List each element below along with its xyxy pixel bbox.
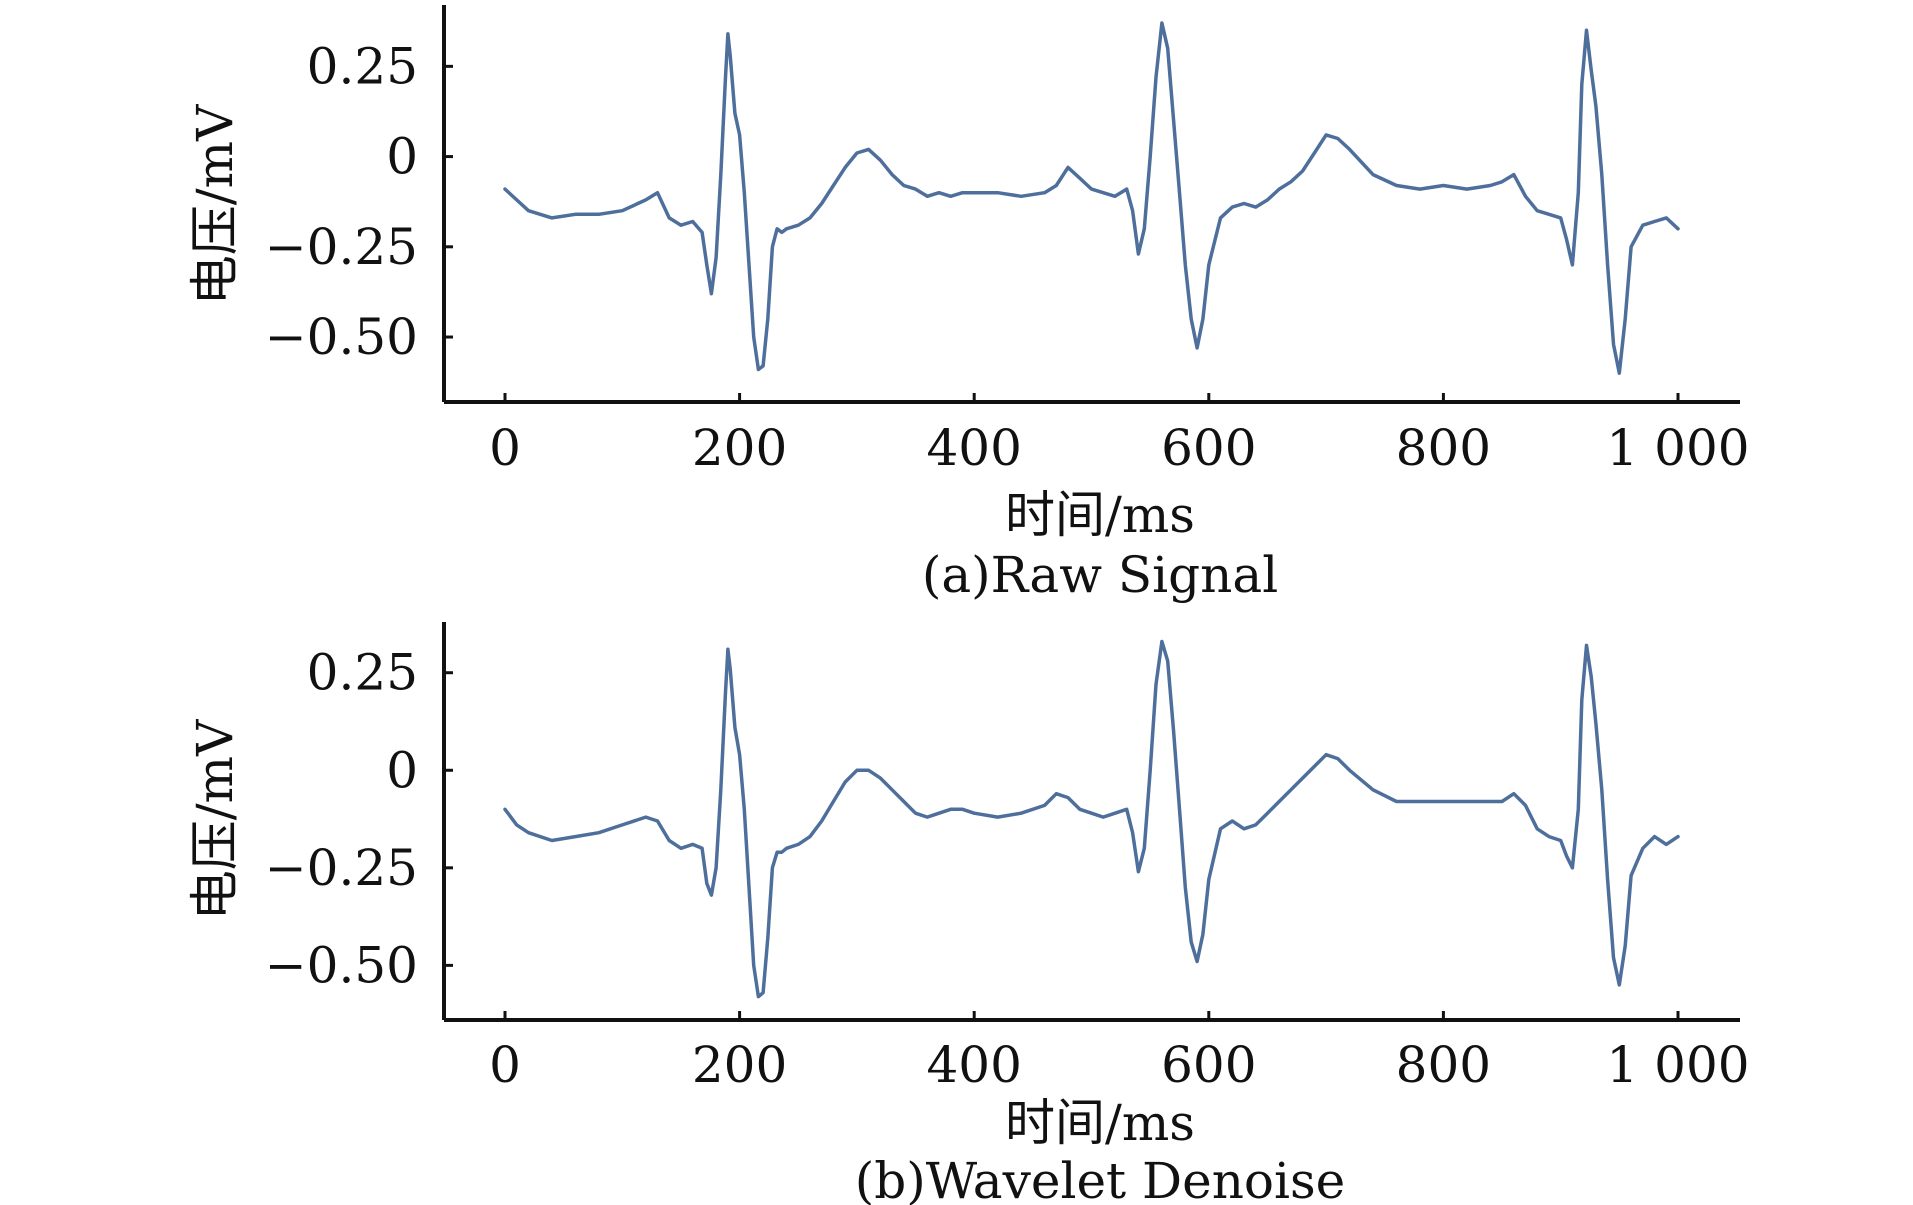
panel-wavelet-denoise: 0 200 400 600 800 1 000 0.25 0 −0.25 −0.50 时间/ms 电压… bbox=[186, 622, 1750, 1205]
x-tick-label: 400 bbox=[926, 1036, 1021, 1094]
x-tick-label: 200 bbox=[692, 1036, 787, 1094]
x-tick-label: 0 bbox=[489, 1036, 521, 1094]
panel-caption: (a)Raw Signal bbox=[922, 546, 1278, 604]
y-tick-label: −0.50 bbox=[265, 308, 418, 366]
x-tick-label: 1 000 bbox=[1606, 419, 1749, 477]
x-tick-label: 600 bbox=[1161, 1036, 1256, 1094]
x-tick-label: 400 bbox=[926, 419, 1021, 477]
signal-series-line bbox=[503, 21, 1680, 375]
y-tick-label: −0.50 bbox=[265, 936, 418, 994]
y-tick-label: 0.25 bbox=[307, 37, 418, 95]
y-tick-label: −0.25 bbox=[265, 218, 418, 276]
y-tick-label: 0 bbox=[386, 741, 418, 799]
y-tick-label: 0.25 bbox=[307, 644, 418, 702]
y-axis-label: 电压/mV bbox=[186, 719, 244, 920]
x-tick-label: 800 bbox=[1396, 419, 1491, 477]
panel-caption: (b)Wavelet Denoise bbox=[855, 1152, 1346, 1205]
x-tick-label: 0 bbox=[489, 419, 521, 477]
x-tick-label: 800 bbox=[1396, 1036, 1491, 1094]
signal-series-line bbox=[503, 639, 1680, 999]
x-axis-label: 时间/ms bbox=[1005, 486, 1195, 544]
x-tick-label: 1 000 bbox=[1606, 1036, 1749, 1094]
y-tick-label: −0.25 bbox=[265, 839, 418, 897]
panel-raw-signal: 0 200 400 600 800 1 000 0.25 0 −0.25 −0.50 时间/ms 电压… bbox=[186, 5, 1750, 604]
x-tick-label: 600 bbox=[1161, 419, 1256, 477]
x-tick-label: 200 bbox=[692, 419, 787, 477]
y-tick-label: 0 bbox=[386, 128, 418, 186]
y-axis-label: 电压/mV bbox=[186, 104, 244, 305]
x-axis-label: 时间/ms bbox=[1005, 1094, 1195, 1152]
